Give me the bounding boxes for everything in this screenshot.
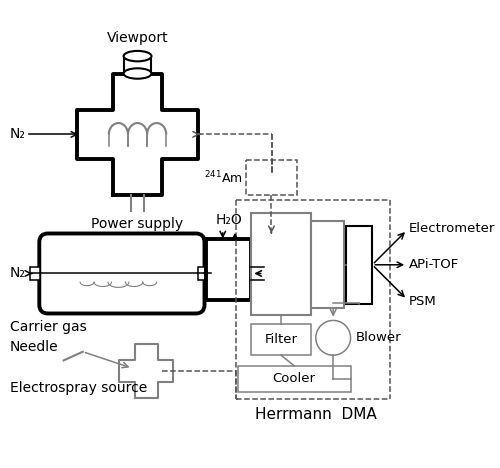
Bar <box>206 239 252 300</box>
Circle shape <box>316 321 350 355</box>
Bar <box>252 212 310 315</box>
FancyBboxPatch shape <box>40 234 204 314</box>
Bar <box>346 226 372 304</box>
Ellipse shape <box>124 68 152 79</box>
Text: Power supply: Power supply <box>92 217 184 231</box>
Bar <box>310 221 344 308</box>
Text: Cooler: Cooler <box>272 372 316 385</box>
Text: Electrospray source: Electrospray source <box>10 381 147 395</box>
Text: Viewport: Viewport <box>106 31 168 45</box>
Bar <box>238 366 350 392</box>
Bar <box>252 324 310 355</box>
Text: Carrier gas: Carrier gas <box>10 321 86 335</box>
Text: Herrmann  DMA: Herrmann DMA <box>255 407 376 422</box>
Text: Electrometer: Electrometer <box>409 222 495 235</box>
Text: PSM: PSM <box>409 295 436 308</box>
Bar <box>124 56 152 73</box>
Text: H₂O: H₂O <box>216 212 242 227</box>
Text: Blower: Blower <box>356 331 402 344</box>
Bar <box>30 267 40 279</box>
Bar <box>198 267 209 279</box>
Text: $^{241}$Am: $^{241}$Am <box>204 169 242 186</box>
Text: APi-TOF: APi-TOF <box>409 258 459 271</box>
Ellipse shape <box>124 51 152 61</box>
Text: Filter: Filter <box>264 333 298 346</box>
Text: N₂: N₂ <box>10 266 26 280</box>
Text: Needle: Needle <box>10 339 58 353</box>
Text: N₂: N₂ <box>10 127 26 141</box>
Bar <box>246 161 296 195</box>
